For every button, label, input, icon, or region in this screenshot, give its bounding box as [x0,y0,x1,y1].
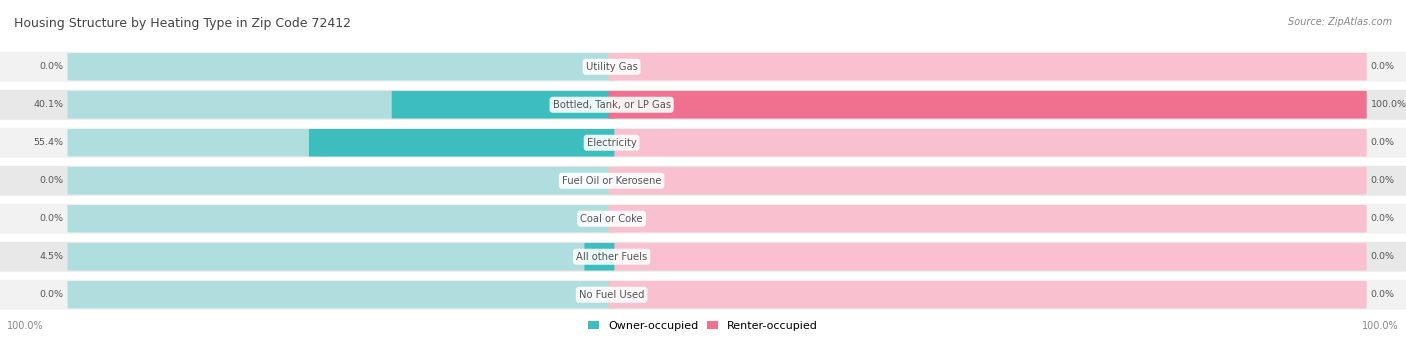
FancyBboxPatch shape [0,166,1406,196]
Text: Source: ZipAtlas.com: Source: ZipAtlas.com [1288,17,1392,27]
FancyBboxPatch shape [609,91,1367,118]
Text: 0.0%: 0.0% [1371,252,1395,261]
FancyBboxPatch shape [67,281,614,309]
Text: No Fuel Used: No Fuel Used [579,290,644,300]
Text: All other Fuels: All other Fuels [576,252,647,262]
Legend: Owner-occupied, Renter-occupied: Owner-occupied, Renter-occupied [583,316,823,336]
Text: 4.5%: 4.5% [39,252,63,261]
FancyBboxPatch shape [609,205,1367,233]
FancyBboxPatch shape [609,167,1367,194]
Text: 0.0%: 0.0% [1371,62,1395,71]
FancyBboxPatch shape [0,90,1406,120]
Text: Bottled, Tank, or LP Gas: Bottled, Tank, or LP Gas [553,100,671,110]
Text: 0.0%: 0.0% [39,62,63,71]
FancyBboxPatch shape [309,129,614,157]
FancyBboxPatch shape [0,52,1406,82]
FancyBboxPatch shape [609,91,1367,118]
FancyBboxPatch shape [0,280,1406,310]
Text: 100.0%: 100.0% [1362,321,1399,330]
FancyBboxPatch shape [609,281,1367,309]
FancyBboxPatch shape [67,167,614,194]
Text: 0.0%: 0.0% [1371,290,1395,299]
FancyBboxPatch shape [0,204,1406,234]
FancyBboxPatch shape [67,243,614,270]
Text: 100.0%: 100.0% [7,321,44,330]
Text: Coal or Coke: Coal or Coke [581,214,643,224]
Text: 0.0%: 0.0% [1371,138,1395,147]
Text: Electricity: Electricity [586,138,637,148]
Text: 0.0%: 0.0% [39,290,63,299]
FancyBboxPatch shape [67,129,614,157]
Text: 100.0%: 100.0% [1371,100,1406,109]
FancyBboxPatch shape [0,242,1406,272]
Text: 55.4%: 55.4% [34,138,63,147]
Text: 0.0%: 0.0% [39,176,63,185]
FancyBboxPatch shape [392,91,614,118]
FancyBboxPatch shape [0,128,1406,158]
FancyBboxPatch shape [585,243,614,270]
FancyBboxPatch shape [67,53,614,80]
FancyBboxPatch shape [67,205,614,233]
Text: 0.0%: 0.0% [39,214,63,223]
FancyBboxPatch shape [609,53,1367,80]
FancyBboxPatch shape [609,129,1367,157]
Text: Fuel Oil or Kerosene: Fuel Oil or Kerosene [562,176,661,186]
Text: Housing Structure by Heating Type in Zip Code 72412: Housing Structure by Heating Type in Zip… [14,17,352,30]
FancyBboxPatch shape [67,91,614,118]
Text: 0.0%: 0.0% [1371,214,1395,223]
FancyBboxPatch shape [609,243,1367,270]
Text: Utility Gas: Utility Gas [586,62,637,72]
Text: 40.1%: 40.1% [34,100,63,109]
Text: 0.0%: 0.0% [1371,176,1395,185]
